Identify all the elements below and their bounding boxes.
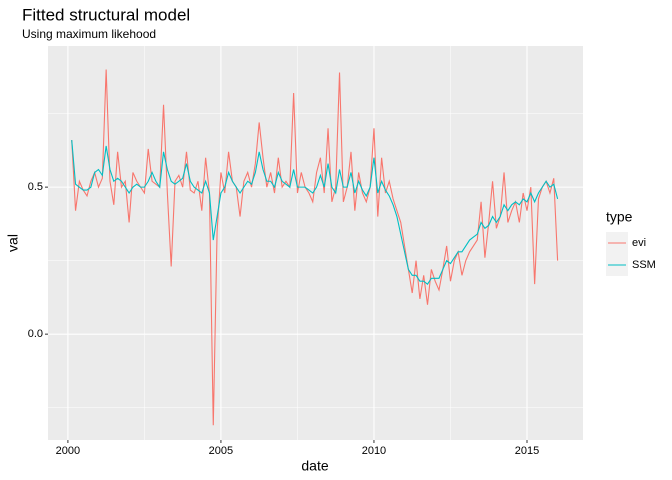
chart-title: Fitted structural model [22, 5, 190, 24]
lines [71, 69, 559, 426]
y-tick-label: 0.5 [28, 181, 43, 193]
y-tick-label: 0.0 [28, 328, 43, 340]
ticks: 0.0 0.5 2000 2005 2010 2015 [28, 181, 540, 457]
legend: type evi SSM [606, 209, 656, 276]
x-tick-label: 2010 [362, 445, 386, 457]
series-line [71, 140, 559, 285]
x-tick-label: 2005 [209, 445, 233, 457]
legend-title: type [606, 209, 633, 225]
legend-label: evi [632, 237, 646, 249]
x-tick-label: 2000 [56, 445, 80, 457]
y-axis-label: val [5, 234, 21, 252]
legend-label: SSM [632, 259, 656, 271]
x-axis-label: date [301, 458, 328, 474]
chart-subtitle: Using maximum likehood [22, 27, 156, 41]
panel [48, 46, 583, 440]
series-line [71, 69, 559, 426]
grid [48, 46, 583, 440]
x-tick-label: 2015 [515, 445, 539, 457]
